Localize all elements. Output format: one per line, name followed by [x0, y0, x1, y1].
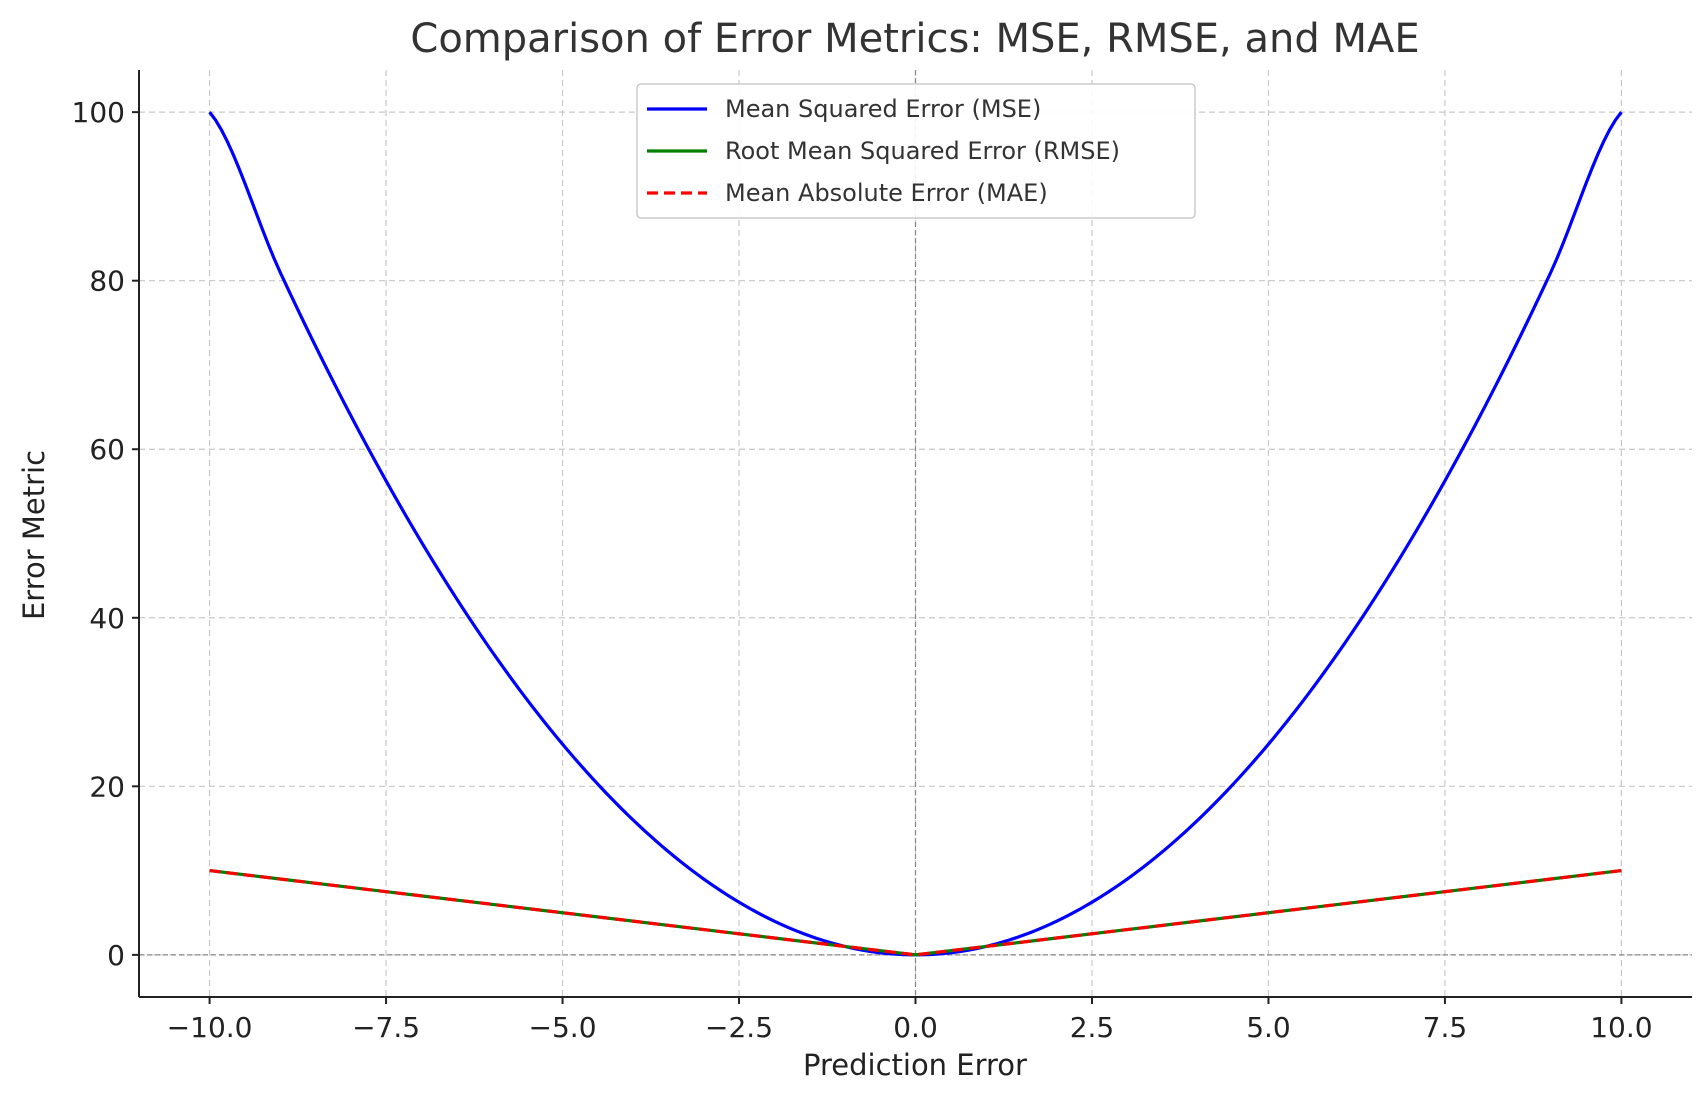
y-axis-label: Error Metric	[17, 450, 51, 620]
grid-lines	[139, 70, 1692, 997]
x-tick-label: 0.0	[893, 1011, 938, 1044]
legend: Mean Squared Error (MSE) Root Mean Square…	[636, 83, 1196, 219]
legend-items: Mean Squared Error (MSE) Root Mean Square…	[647, 95, 1120, 207]
series-lines	[208, 111, 1623, 957]
x-tick-label: 2.5	[1070, 1011, 1115, 1044]
x-tick-label: −10.0	[167, 1011, 253, 1044]
chart-title: Comparison of Error Metrics: MSE, RMSE, …	[410, 16, 1419, 62]
x-axis-label: Prediction Error	[803, 1048, 1027, 1082]
x-tick-label: −7.5	[352, 1011, 420, 1044]
legend-label-2: Root Mean Squared Error (RMSE)	[725, 137, 1120, 165]
legend-box	[636, 83, 1196, 219]
x-tick-label: −2.5	[705, 1011, 773, 1044]
x-tick-label: −5.0	[529, 1011, 597, 1044]
x-tick-label: 7.5	[1423, 1011, 1468, 1044]
x-tick-label: 5.0	[1246, 1011, 1291, 1044]
y-tick-label: 100	[72, 96, 125, 129]
x-tick-label: 10.0	[1590, 1011, 1652, 1044]
y-tick-label: 60	[89, 433, 125, 466]
ticks: −10.0 −7.5 −5.0 −2.5 0.0 2.5 5.0 7.5 10.0 0 20 40 60…	[72, 96, 1653, 1044]
y-tick-label: 80	[89, 265, 125, 298]
y-tick-label: 20	[89, 770, 125, 803]
series-line-2	[209, 869, 1622, 957]
legend-label-1: Mean Squared Error (MSE)	[725, 95, 1041, 123]
y-tick-label: 0	[107, 939, 125, 972]
legend-label-3: Mean Absolute Error (MAE)	[725, 179, 1048, 207]
y-tick-label: 40	[89, 602, 125, 635]
